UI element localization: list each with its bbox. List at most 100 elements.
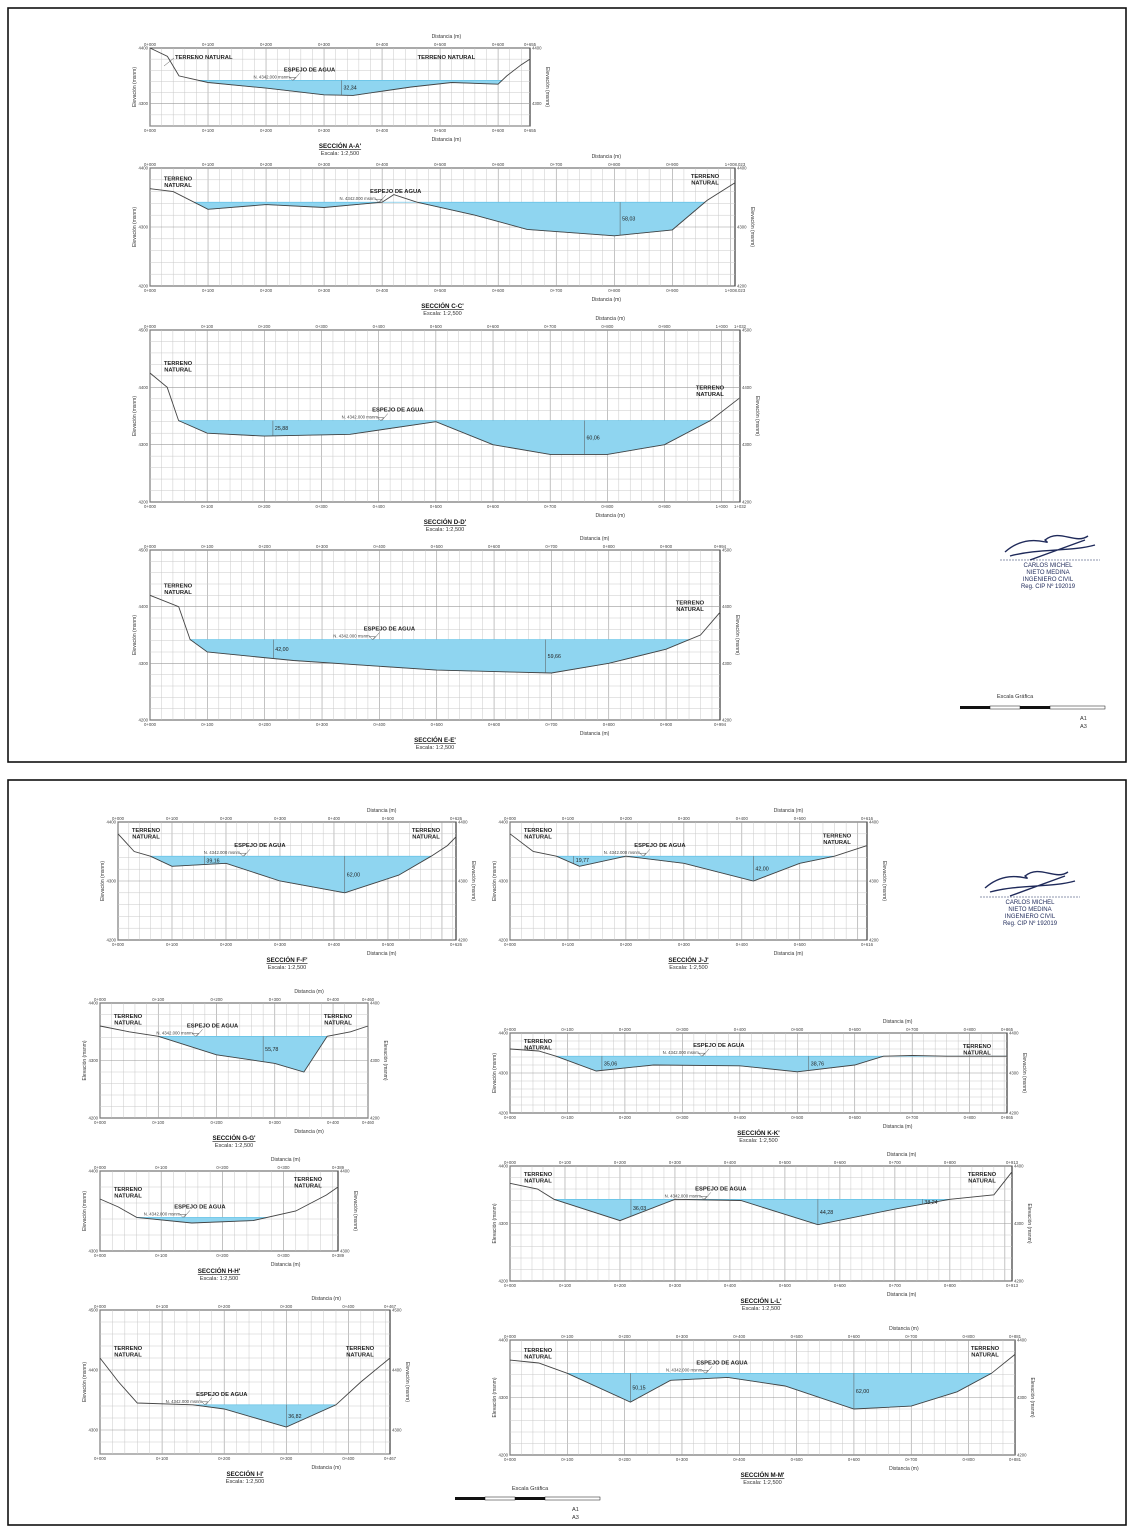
station-label-bottom: 0+300 [318,128,331,133]
station-label-bottom: 0+500 [434,128,447,133]
distance-title-top: Distancia (m) [774,808,804,814]
station-label-bottom: 0+000 [504,1115,517,1120]
terrain-profile [99,1025,369,1073]
water-level-label: N. 4342.000 msnm [156,1030,193,1035]
terrain-profile [509,1171,1013,1226]
elevation-label-right: 4300 [532,101,542,106]
station-label-top: 0+300 [269,997,282,1002]
station-label-bottom: 0+100 [152,1120,165,1125]
distance-title-bottom: Distancia (m) [889,1466,919,1472]
station-label-bottom: 0+200 [619,1115,632,1120]
station-label-top: 0+300 [315,324,328,329]
water-level-label: N. 4342.000 msnm [340,196,377,201]
section-scale: Escala: 1:2,500 [423,311,462,317]
station-label-bottom: 0+300 [269,1120,282,1125]
elevation-title-left: Elevación (msnm) [492,861,498,901]
water-level-marker [191,1033,200,1037]
terrain-label-left-1: TERRENO [114,1187,143,1193]
distance-title-top: Distancia (m) [271,1157,301,1163]
terrain-label-left-1: TERRENO [132,828,161,834]
section-9: 0+000 0+000 0+100 0+100 0+200 0+200 0+300 0+300… [82,1157,358,1282]
station-label-bottom: 0+100 [156,1456,169,1461]
station-label-top: 0+100 [201,324,214,329]
terrain-label-right-2: NATURAL [294,1184,322,1190]
station-label-top: 0+300 [676,1334,689,1339]
terrain-label-right-1: TERRENO [691,174,720,180]
water-level-label: N. 4342.000 msnm [342,415,379,420]
elevation-label-right: 4300 [742,442,752,447]
water-level-label: N. 4342.000 msnm [144,1211,181,1216]
station-label-top: 0+300 [669,1160,682,1165]
station-label-top: 0+000 [504,1334,517,1339]
station-label-top: 0+100 [152,997,165,1002]
station-label-top: 0+400 [734,1027,747,1032]
section-title: SECCIÓN D-D' [424,518,467,526]
elevation-title-left: Elevación (msnm) [82,1040,88,1080]
terrain-label-right-1: TERRENO [968,1172,997,1178]
elevation-title-left: Elevación (msnm) [132,396,138,436]
water-level-marker [377,417,385,421]
station-end-bottom: 0+881 [1009,1457,1022,1462]
elevation-label-right: 4300 [340,1249,350,1254]
elevation-label-left: 4300 [88,1428,98,1433]
station-label-bottom: 0+200 [619,1457,632,1462]
station-label-bottom: 0+300 [669,1283,682,1288]
elevation-title-left: Elevación (msnm) [100,861,106,901]
section-title: SECCIÓN A-A' [319,142,362,150]
elevation-label-left: 4400 [106,820,116,825]
station-label-bottom: 0+600 [492,128,505,133]
station-label-bottom: 0+000 [504,942,517,947]
water-leader [373,632,380,640]
station-label-top: 0+000 [144,42,157,47]
station-label-top: 0+300 [280,1304,293,1309]
station-label-bottom: 0+700 [545,722,558,727]
depth-value: 62,00 [347,873,360,879]
elevation-label-right: 4400 [869,820,879,825]
depth-value: 38,76 [811,1061,824,1067]
station-label-top: 0+300 [316,544,329,549]
water-label: ESPEJO DE AGUA [284,67,336,73]
depth-value: 58,03 [622,217,635,223]
distance-title-top: Distancia (m) [887,1152,917,1158]
depth-value: 32,34 [343,86,356,92]
water-label: ESPEJO DE AGUA [696,1360,748,1366]
station-label-top: 0+400 [376,42,389,47]
scale-bar-1d [1049,705,1106,710]
elevation-title-left: Elevación (msnm) [132,615,138,655]
distance-title-bottom: Distancia (m) [294,1129,324,1135]
distance-title-bottom: Distancia (m) [592,297,622,303]
section-scale: Escala: 1:2,500 [215,1143,254,1149]
section-4: 0+000 0+000 0+100 0+100 0+200 0+200 0+300 0+300… [132,536,740,751]
station-label-bottom: 0+100 [561,1115,574,1120]
depth-value: 25,88 [275,426,288,432]
distance-title-top: Distancia (m) [592,154,622,160]
depth-value: 60,06 [586,436,599,442]
section-12: 0+000 0+000 0+100 0+100 0+200 0+200 0+300 0+300… [492,1326,1035,1486]
water-level-marker [375,198,383,203]
graphic-scale-1: Escala Gráfica A1 A3 [960,694,1106,730]
terrain-label-right-1: TERRENO [971,1346,1000,1352]
terrain-label-left-2: NATURAL [524,1046,552,1052]
distance-title-top: Distancia (m) [367,808,397,814]
elevation-label-right: 4400 [532,46,542,51]
water-leader [705,1366,713,1374]
station-label-top: 0+400 [736,816,749,821]
terrain-label-right-1: TERRENO [412,828,441,834]
station-label-bottom: 0+400 [328,942,341,947]
section-scale: Escala: 1:2,500 [739,1138,778,1144]
station-label-bottom: 0+900 [666,288,679,293]
elevation-label-right: 4200 [370,1116,380,1121]
terrain-profile [99,1186,339,1224]
distance-title-top: Distancia (m) [580,536,610,542]
elevation-label-right: 4300 [392,1428,402,1433]
elevation-label-right: 4500 [722,548,732,553]
elevation-title-right: Elevación (msnm) [734,615,740,655]
station-label-bottom: 0+200 [258,504,271,509]
station-label-top: 0+700 [889,1160,902,1165]
terrain-label-left-1: TERRENO [524,1348,553,1354]
elevation-label-left: 4400 [88,1001,98,1006]
graphic-scale-2: Escala Gráfica A1 A3 [455,1486,601,1521]
station-label-top: 0+100 [562,816,575,821]
station-label-top: 0+400 [733,1334,746,1339]
